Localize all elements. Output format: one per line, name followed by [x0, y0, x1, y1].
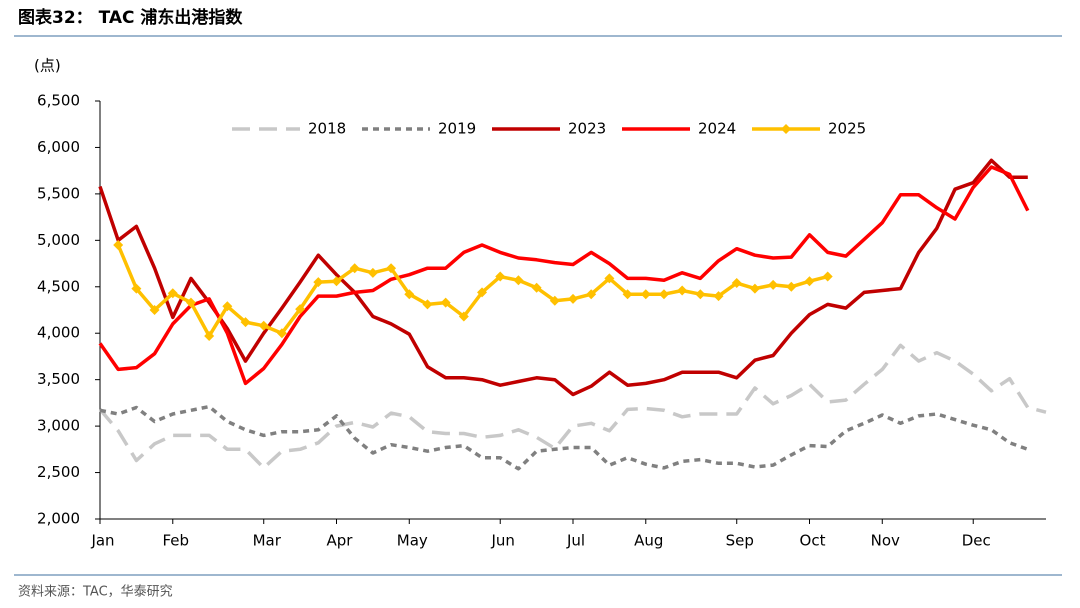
- y-unit: (点): [34, 57, 61, 75]
- series-marker: [677, 285, 688, 296]
- y-tick-label: 2,000: [37, 510, 80, 528]
- series-marker: [167, 288, 178, 299]
- series-marker: [658, 289, 669, 300]
- x-tick-label: Dec: [962, 532, 991, 550]
- series-marker: [440, 297, 451, 308]
- series-marker: [622, 289, 633, 300]
- series-marker: [513, 275, 524, 286]
- x-tick-label: Feb: [162, 532, 189, 550]
- x-tick-label: Aug: [634, 532, 663, 550]
- series-marker: [768, 279, 779, 290]
- series-marker: [258, 320, 269, 331]
- y-tick-label: 4,500: [37, 277, 80, 295]
- series-marker: [222, 301, 233, 312]
- series-marker: [477, 287, 488, 298]
- series-line: [98, 343, 1047, 470]
- series-marker: [313, 277, 324, 288]
- series-marker: [604, 273, 615, 284]
- series-marker: [822, 271, 833, 282]
- series-marker: [749, 283, 760, 294]
- series-marker: [713, 291, 724, 302]
- legend-label: 2024: [698, 120, 736, 138]
- x-tick-label: Jun: [491, 532, 515, 550]
- y-tick-label: 5,000: [37, 231, 80, 249]
- legend-label: 2019: [438, 120, 476, 138]
- y-tick-label: 2,500: [37, 463, 80, 481]
- series-marker: [386, 263, 397, 274]
- series-marker: [240, 317, 251, 328]
- y-tick-label: 6,000: [37, 138, 80, 156]
- x-tick-label: Jul: [566, 532, 585, 550]
- series-marker: [695, 289, 706, 300]
- x-tick-label: May: [397, 532, 428, 550]
- x-tick-label: Oct: [800, 532, 826, 550]
- series-marker: [185, 297, 196, 308]
- series-line: [98, 158, 1028, 397]
- series-marker: [131, 283, 142, 294]
- x-tick-label: Mar: [253, 532, 282, 550]
- series-marker: [731, 278, 742, 289]
- series-marker: [349, 263, 360, 274]
- series-marker: [495, 271, 506, 282]
- series-marker: [149, 305, 160, 315]
- legend-label: 2018: [308, 120, 346, 138]
- series-marker: [458, 311, 469, 322]
- series-marker: [331, 276, 342, 287]
- series-marker: [204, 331, 215, 342]
- series-marker: [786, 281, 797, 292]
- legend-label: 2025: [828, 120, 866, 138]
- y-tick-label: 3,500: [37, 370, 80, 388]
- y-tick-label: 5,500: [37, 184, 80, 202]
- y-tick-label: 4,000: [37, 324, 80, 342]
- series-marker: [804, 276, 815, 287]
- series-marker: [640, 289, 651, 300]
- series-marker: [531, 282, 542, 293]
- series-marker: [404, 289, 415, 300]
- series-line: [99, 404, 1029, 471]
- series-marker: [276, 328, 287, 339]
- series-marker: [367, 267, 378, 278]
- series-marker: [568, 293, 578, 304]
- series-marker: [295, 304, 306, 315]
- x-tick-label: Apr: [327, 532, 354, 550]
- series-marker: [586, 289, 597, 300]
- chart-title: 图表32： TAC 浦东出港指数: [18, 7, 243, 28]
- y-tick-label: 3,000: [37, 417, 80, 435]
- x-tick-label: Nov: [871, 532, 900, 550]
- series-marker: [422, 299, 433, 310]
- x-tick-label: Sep: [726, 532, 754, 550]
- source: 资料来源：TAC，华泰研究: [18, 585, 173, 600]
- series-marker: [113, 239, 124, 250]
- series-line: [116, 244, 829, 338]
- series-line: [98, 165, 1030, 386]
- y-tick-label: 6,500: [37, 92, 80, 110]
- legend-label: 2023: [568, 120, 606, 138]
- legend-marker: [781, 124, 791, 134]
- x-tick-label: Jan: [90, 532, 114, 550]
- series-marker: [549, 295, 560, 306]
